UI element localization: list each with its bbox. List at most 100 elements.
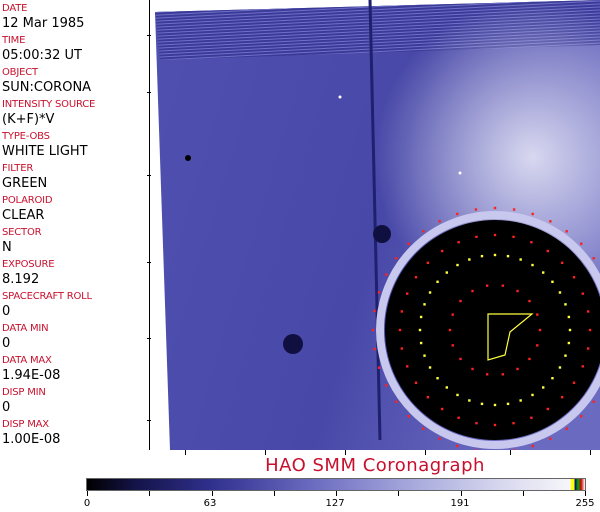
colorbar-tick [273, 491, 275, 496]
overlay-dot-yellow [531, 263, 534, 267]
overlay-dot-yellow [480, 402, 484, 406]
overlay-dot-red [485, 284, 489, 287]
overlay-dot-red [441, 407, 444, 411]
overlay-dot-red [538, 328, 542, 332]
overlay-polygon [487, 313, 534, 361]
overlay-dot-red [530, 241, 533, 244]
axis-tick [147, 262, 151, 263]
overlay-dot-yellow [551, 377, 554, 380]
colorbar-tick [149, 491, 151, 496]
overlay-dot-red [475, 421, 478, 425]
overlay-dot-red [580, 415, 583, 418]
field-value: 0 [2, 400, 11, 415]
colorbar-tick-label: 0 [83, 498, 91, 509]
overlay-dot-yellow [493, 253, 497, 257]
field-sector: SECTOR N [0, 227, 149, 259]
axis-tick [425, 450, 426, 455]
overlay-dot-red [572, 276, 576, 279]
overlay-dot-red [536, 313, 539, 316]
colorbar-tick [87, 491, 88, 496]
overlay-dot-yellow [456, 393, 459, 397]
field-label: DATA MIN [2, 323, 49, 334]
overlay-dot-yellow [564, 354, 567, 357]
overlay-dot-yellow [480, 254, 484, 258]
field-value: N [2, 240, 12, 255]
axis-tick [590, 450, 591, 455]
field-type-obs: TYPE-OBS WHITE LIGHT [0, 131, 149, 163]
colorbar [86, 478, 586, 491]
overlay-dot-red [512, 208, 516, 211]
field-label: DISP MIN [2, 387, 46, 398]
field-label: TIME [2, 35, 26, 46]
overlay-dot-red [457, 416, 460, 419]
field-object: OBJECT SUN:CORONA [0, 67, 149, 99]
field-disp-max: DISP MAX 1.00E-08 [0, 419, 149, 451]
overlay-dot-yellow [506, 254, 510, 258]
axis-tick [147, 92, 151, 93]
overlay-dot-red [448, 328, 452, 332]
overlay-dot-red [438, 437, 441, 440]
field-value: 12 Mar 1985 [2, 16, 85, 31]
colorbar-tick [585, 491, 586, 496]
overlay-dot-yellow [468, 258, 471, 261]
dark-spot [283, 334, 303, 354]
overlay-dot-yellow [568, 328, 572, 332]
overlay-dot-red [516, 367, 519, 371]
overlay-dot-yellow [436, 280, 439, 283]
overlay-dot-red [407, 415, 410, 418]
overlay-dot-red [422, 230, 425, 233]
overlay-dot-yellow [542, 386, 545, 389]
colorbar-tick [398, 491, 400, 496]
field-data-max: DATA MAX 1.94E-08 [0, 355, 149, 387]
overlay-dot-red [475, 235, 478, 239]
overlay-dot-red [531, 444, 534, 448]
axis-tick [265, 450, 266, 455]
field-filter: FILTER GREEN [0, 163, 149, 195]
overlay-dot-red [493, 233, 497, 237]
overlay-dot-yellow [542, 271, 545, 274]
overlay-dot-yellow [558, 291, 562, 294]
field-time: TIME 05:00:32 UT [0, 35, 149, 67]
field-date: DATE 12 Mar 1985 [0, 3, 149, 35]
overlay-dot-yellow [567, 315, 571, 319]
field-label: DATE [2, 3, 28, 14]
overlay-dot-red [459, 357, 462, 361]
overlay-dot-yellow [456, 263, 459, 267]
overlay-dot-yellow [551, 280, 554, 283]
overlay-dot-red [530, 416, 533, 419]
overlay-dot-yellow [506, 402, 510, 406]
overlay-dot-red [565, 427, 568, 430]
overlay-dot-red [395, 400, 398, 403]
overlay-dot-red [377, 366, 381, 369]
overlay-dot-yellow [564, 303, 567, 306]
field-label: DATA MAX [2, 355, 52, 366]
overlay-dot-red [493, 423, 497, 427]
colorbar-tick-label: 63 [203, 498, 217, 509]
colorbar-tick-label: 191 [450, 498, 470, 509]
field-value: CLEAR [2, 208, 45, 223]
overlay-dot-red [512, 421, 515, 425]
overlay-dot-red [501, 284, 505, 287]
colorbar-tick [211, 491, 213, 496]
field-label: OBJECT [2, 67, 38, 78]
overlay-dot-red [580, 242, 583, 245]
overlay-dot-red [459, 299, 462, 303]
overlay-dot-red [592, 400, 595, 403]
field-disp-min: DISP MIN 0 [0, 387, 149, 419]
overlay-dot-red [406, 365, 409, 368]
colorbar-tick-label: 127 [325, 498, 345, 509]
overlay-dot-red [560, 261, 564, 265]
overlay-dot-red [373, 309, 376, 313]
overlay-dot-red [471, 367, 474, 371]
field-label: INTENSITY SOURCE [2, 99, 96, 110]
colorbar-tick [336, 491, 337, 496]
overlay-dot-red [426, 261, 430, 265]
overlay-dot-yellow [445, 386, 448, 389]
overlay-dot-yellow [468, 399, 471, 402]
field-value: GREEN [2, 176, 48, 191]
overlay-dot-red [536, 344, 539, 347]
overlay-dot-red [565, 230, 568, 233]
overlay-dot-red [549, 220, 552, 223]
overlay-dot-red [377, 291, 381, 294]
overlay-dot-red [422, 427, 425, 430]
